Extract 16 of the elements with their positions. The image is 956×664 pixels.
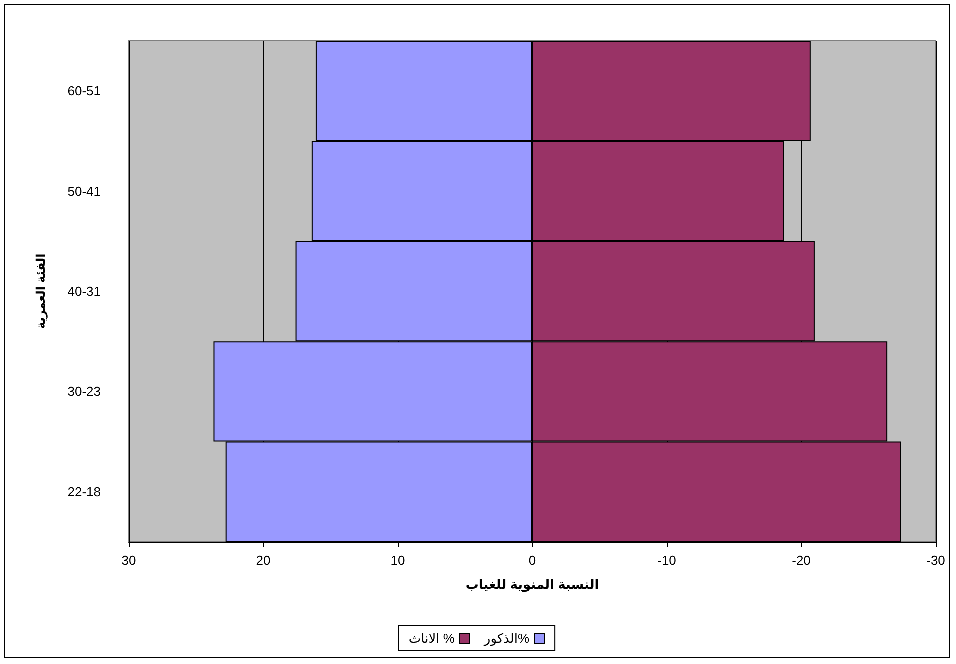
y-tick-label: 30-23 [68, 384, 101, 400]
x-tick-label: -10 [658, 553, 676, 568]
y-tick-label: 40-31 [68, 284, 101, 299]
x-tick-label: -30 [926, 553, 946, 568]
y-tick-label: 50-41 [68, 184, 101, 199]
y-tick-label: 22-18 [68, 484, 101, 500]
y-axis-title: الفئة العمرية [34, 254, 48, 330]
legend-label: الاناث % [408, 631, 456, 646]
y-tick-label: 60-51 [68, 84, 101, 99]
x-tick-label: 20 [256, 553, 271, 568]
x-tick-label: 0 [528, 553, 536, 568]
legend-label: الذكور% [483, 631, 530, 647]
x-axis-title: النسبة المنوية للغياب [466, 577, 600, 593]
x-tick-label: 30 [122, 553, 136, 568]
x-tick-label: 10 [390, 553, 406, 568]
x-tick-label: -20 [792, 553, 811, 568]
